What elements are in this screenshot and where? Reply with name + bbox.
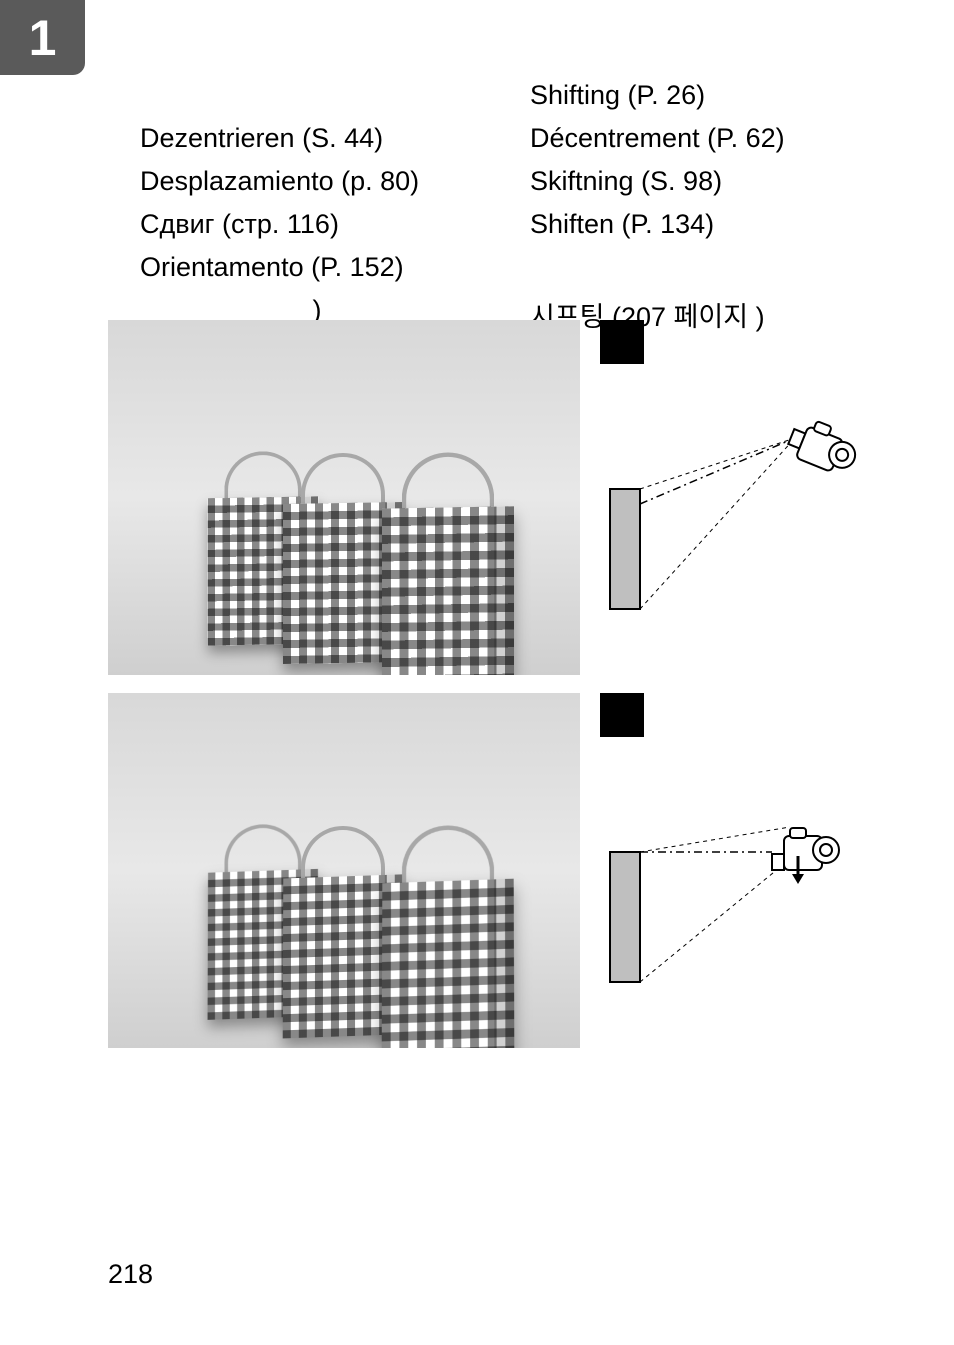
text-cell: Skiftning (S. 98) <box>530 166 880 197</box>
text-cell <box>140 80 530 111</box>
text-cell: Сдвиг (стр. 116) <box>140 209 530 240</box>
text-cell: Shiften (P. 134) <box>530 209 880 240</box>
camera-angle-diagram-with-shift <box>600 757 860 1017</box>
bag-body-icon <box>382 506 514 675</box>
text-cell: Orientamento (P. 152) <box>140 252 530 283</box>
example-photo-without-shift <box>108 320 580 675</box>
diagram-stack <box>600 693 860 1017</box>
text-cell: Décentrement (P. 62) <box>530 123 880 154</box>
figure-row-1 <box>108 320 868 675</box>
language-reference-grid: Shifting (P. 26) Dezentrieren (S. 44) Dé… <box>140 80 880 334</box>
page-number: 218 <box>108 1259 153 1290</box>
shopping-bag-icon <box>382 826 514 1049</box>
text-cell: Desplazamiento (p. 80) <box>140 166 530 197</box>
figure-row-2 <box>108 693 868 1048</box>
bag-body-icon <box>382 879 515 1048</box>
shopping-bag-icon <box>382 453 514 676</box>
black-square-marker-icon <box>600 320 644 364</box>
text-cell <box>530 252 880 283</box>
diagram-stack <box>600 320 860 644</box>
example-photo-with-shift <box>108 693 580 1048</box>
black-square-marker-icon <box>600 693 644 737</box>
text-cell: Shifting (P. 26) <box>530 80 880 111</box>
text-cell: Dezentrieren (S. 44) <box>140 123 530 154</box>
camera-angle-diagram-no-shift <box>600 384 860 644</box>
chapter-tab: 1 <box>0 0 85 75</box>
